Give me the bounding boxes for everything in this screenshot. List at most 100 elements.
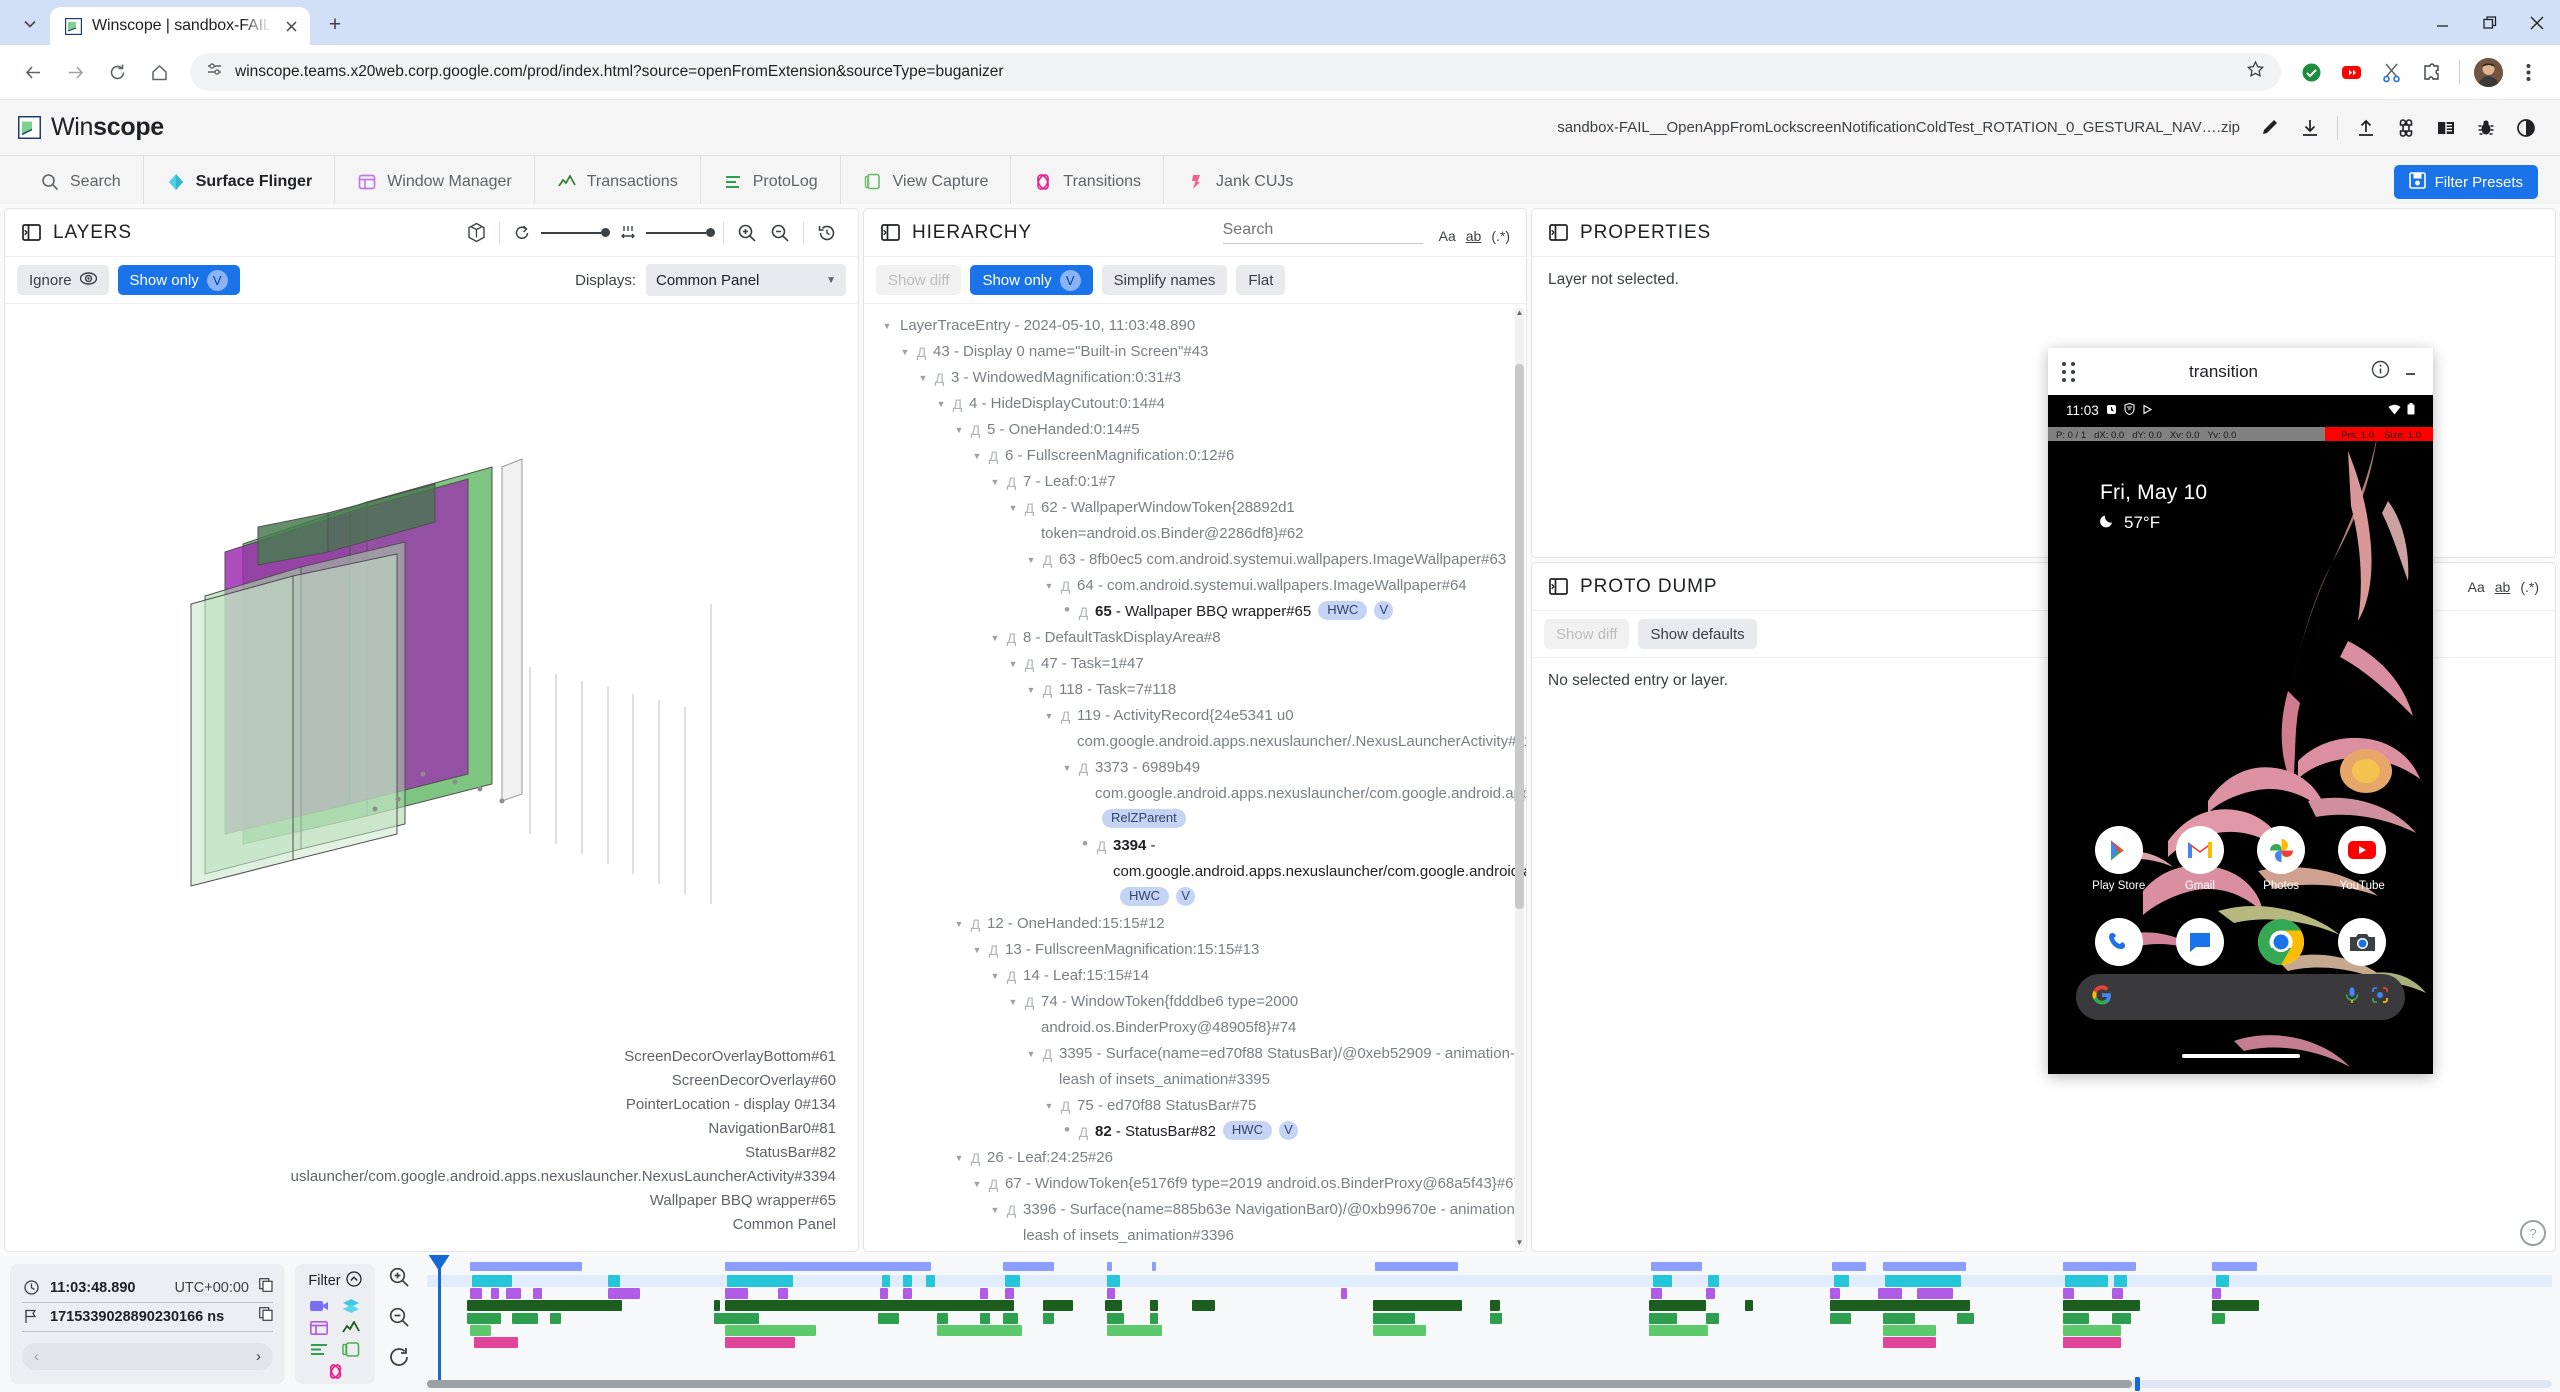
timeline-segment[interactable]: [1829, 1288, 1841, 1299]
layer-pin-icon[interactable]: Д: [1042, 1046, 1053, 1062]
timeline-row-transactions[interactable]: [427, 1300, 2552, 1311]
timeline-segment[interactable]: [2212, 1262, 2257, 1271]
tree-node[interactable]: ▼ Д 3396 - Surface(name=885b63e Navigation…: [868, 1197, 1526, 1249]
timeline-segment[interactable]: [1107, 1325, 1163, 1336]
tree-node[interactable]: ▼ Д 3 - WindowedMagnification:0:31#3: [868, 365, 1526, 391]
reset-view-icon[interactable]: [812, 218, 842, 248]
show-diff-chip[interactable]: Show diff: [876, 265, 962, 295]
timeline-row-transitions[interactable]: [427, 1337, 2552, 1348]
tree-node[interactable]: ▼ Д 118 - Task=7#118: [868, 677, 1526, 703]
download-icon[interactable]: [2291, 109, 2328, 146]
regex-toggle[interactable]: (.*): [1491, 228, 1510, 244]
timestamp-field[interactable]: 11:03:48.890 UTC+00:00: [22, 1274, 273, 1303]
transition-window[interactable]: transition: [2048, 348, 2433, 1074]
app-phone[interactable]: [2094, 918, 2143, 966]
spacing-slider[interactable]: [646, 228, 715, 237]
timeline-segment[interactable]: [979, 1288, 988, 1299]
timeline-segment[interactable]: [2216, 1275, 2229, 1287]
timeline-segment[interactable]: [2212, 1313, 2225, 1324]
restore-icon[interactable]: [2466, 0, 2513, 45]
rotation-slider[interactable]: [541, 228, 610, 237]
forward-icon[interactable]: [56, 53, 94, 91]
timeline-segment[interactable]: [1882, 1313, 1915, 1324]
timeline-segment[interactable]: [879, 1288, 889, 1299]
tree-node[interactable]: ▼ Д 62 - WallpaperWindowToken{28892d1 toke…: [868, 495, 1526, 547]
tree-node[interactable]: ▼ Д 47 - Task=1#47: [868, 651, 1526, 677]
device-screen-preview[interactable]: 11:03 P: 0 / 1 dX: 0.0 dY: 0.0 Xv: 0.0 Y…: [2048, 395, 2433, 1074]
entry-navigation[interactable]: ‹ ›: [22, 1343, 273, 1370]
timeline-segment[interactable]: [1651, 1262, 1702, 1271]
edit-icon[interactable]: [2251, 109, 2288, 146]
layer-pin-icon[interactable]: Д: [1078, 760, 1089, 776]
simplify-names-chip[interactable]: Simplify names: [1101, 265, 1228, 295]
timeline-segment[interactable]: [2112, 1288, 2123, 1299]
tab-search-button[interactable]: [10, 6, 50, 42]
tree-expand-toggle[interactable]: ▼: [954, 425, 964, 435]
display-select[interactable]: Common Panel ▼: [646, 264, 846, 296]
tree-expand-toggle[interactable]: ▼: [1004, 1249, 1022, 1251]
tree-node[interactable]: ▼ Д 75 - ed70f88 StatusBar#75: [868, 1093, 1526, 1119]
timeline-segment[interactable]: [2063, 1288, 2074, 1299]
timeline-segment[interactable]: [1831, 1262, 1866, 1271]
layer-pin-icon[interactable]: Д: [934, 370, 945, 386]
tree-expand-toggle[interactable]: ▼: [954, 919, 964, 929]
timeline-segment[interactable]: [1878, 1288, 1902, 1299]
timeline-segment[interactable]: [471, 1275, 512, 1287]
timeline-segment[interactable]: [2212, 1300, 2259, 1311]
timeline-track[interactable]: [423, 1256, 2560, 1392]
screen-recording-icon[interactable]: [308, 1296, 330, 1315]
transitions-icon[interactable]: [324, 1362, 346, 1381]
timeline-segment[interactable]: [2112, 1313, 2132, 1324]
transition-window-titlebar[interactable]: transition: [2048, 348, 2433, 395]
tree-expand-toggle[interactable]: ▼: [954, 1153, 964, 1163]
tree-node[interactable]: ▼ Д 43 - Display 0 name="Built-in Screen"#…: [868, 339, 1526, 365]
show-diff-chip[interactable]: Show diff: [1544, 619, 1630, 649]
layer-pin-icon[interactable]: Д: [1060, 708, 1071, 724]
timeline-segment[interactable]: [1005, 1275, 1020, 1287]
app-messages[interactable]: [2175, 918, 2224, 966]
timeline-segment[interactable]: [979, 1313, 991, 1324]
ignore-chip[interactable]: Ignore: [17, 265, 109, 295]
help-fab-icon[interactable]: ?: [2520, 1220, 2546, 1246]
app-camera[interactable]: [2338, 918, 2387, 966]
layer-pin-icon[interactable]: Д: [970, 422, 981, 438]
timeline-segment[interactable]: [713, 1300, 721, 1311]
view-capture-icon[interactable]: [340, 1340, 362, 1359]
hierarchy-search-input[interactable]: [1222, 221, 1423, 244]
tree-expand-toggle[interactable]: ▼: [1026, 555, 1036, 565]
layer-pin-icon[interactable]: Д: [970, 916, 981, 932]
tree-expand-toggle[interactable]: ▼: [882, 321, 892, 331]
timeline-segment[interactable]: [1005, 1288, 1014, 1299]
layer-pin-icon[interactable]: Д: [988, 448, 999, 464]
tree-node[interactable]: ▼ Д 6 - FullscreenMagnification:0:12#6: [868, 443, 1526, 469]
timeline-segment[interactable]: [2114, 1275, 2127, 1287]
mic-icon[interactable]: [2343, 986, 2361, 1009]
browser-tab[interactable]: Winscope | sandbox-FAIL: [50, 7, 310, 45]
three-dot-menu-icon[interactable]: [2510, 54, 2546, 90]
reset-zoom-icon[interactable]: [388, 1346, 410, 1373]
scissors-extension-icon[interactable]: [2373, 54, 2409, 90]
tree-node[interactable]: • Д 65 - Wallpaper BBQ wrapper#65 HWC V: [868, 599, 1526, 625]
tree-expand-toggle[interactable]: ▼: [1026, 1049, 1036, 1059]
layer-pin-icon[interactable]: Д: [952, 396, 963, 412]
timeline-segment[interactable]: [2065, 1275, 2108, 1287]
timeline-segment[interactable]: [1957, 1313, 1974, 1324]
drag-handle-icon[interactable]: [2062, 361, 2076, 382]
tab-view-capture[interactable]: View Capture: [841, 156, 1012, 208]
timeline-segment[interactable]: [724, 1262, 931, 1271]
dark-mode-icon[interactable]: [2507, 109, 2544, 146]
timeline-segment[interactable]: [724, 1337, 795, 1348]
protolog-icon[interactable]: [308, 1340, 330, 1359]
tree-node[interactable]: ▼ Д 13 - FullscreenMagnification:15:15#13: [868, 937, 1526, 963]
timeline-segment[interactable]: [1706, 1288, 1715, 1299]
home-icon[interactable]: [140, 53, 178, 91]
timeline-segment[interactable]: [1372, 1300, 1462, 1311]
timeline-segment[interactable]: [469, 1288, 483, 1299]
tree-expand-toggle[interactable]: ▼: [900, 347, 910, 357]
layer-pin-icon[interactable]: Д: [1096, 838, 1107, 854]
collapse-panel-icon[interactable]: [880, 222, 901, 243]
timeline-canvas[interactable]: [427, 1256, 2552, 1380]
timeline-segment[interactable]: [1653, 1275, 1673, 1287]
timeline-segment[interactable]: [1043, 1300, 1073, 1311]
timeline-segment[interactable]: [726, 1275, 793, 1287]
